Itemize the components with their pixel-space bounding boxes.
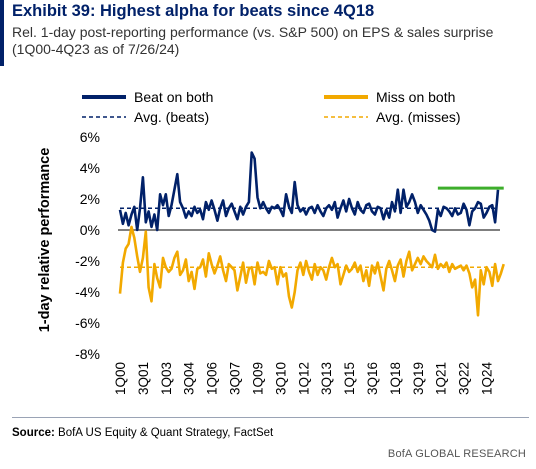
x-tick-label: 1Q24 [480, 362, 495, 396]
x-tick-label: 1Q03 [159, 362, 174, 395]
x-tick-label: 3Q04 [182, 362, 197, 396]
y-tick-label: -4% [75, 284, 100, 300]
y-tick-label: -2% [75, 253, 100, 269]
x-tick-label: 3Q01 [136, 362, 151, 395]
x-tick-label: 1Q18 [388, 362, 403, 395]
y-tick-label: 4% [80, 160, 100, 176]
x-tick-label: 1Q12 [296, 362, 311, 395]
x-tick-label: 1Q09 [251, 362, 266, 395]
y-tick-label: 0% [80, 222, 100, 238]
y-axis-ticks: 6% 4% 2% 0% -2% -4% -6% -8% [75, 129, 100, 362]
chart-legend: Beat on both Miss on both Avg. (beats) Avg.… [82, 89, 461, 125]
series-miss-on-both [118, 225, 505, 317]
page-title: Exhibit 39: Highest alpha for beats sinc… [12, 2, 375, 20]
x-tick-label: 3Q07 [228, 362, 243, 395]
x-axis-ticks: 1Q00 3Q01 1Q03 3Q04 1Q06 3Q07 1Q09 3Q10 1Q12 3Q13… [113, 362, 495, 396]
series-lines [118, 151, 505, 317]
x-tick-label: 1Q00 [113, 362, 128, 395]
legend-label-0: Beat on both [134, 89, 213, 105]
x-tick-label: 3Q22 [457, 362, 472, 395]
y-tick-label: -6% [75, 315, 100, 331]
x-tick-label: 1Q06 [205, 362, 220, 395]
brand-footer: BofA GLOBAL RESEARCH [387, 448, 526, 460]
x-tick-label: 3Q10 [273, 362, 288, 395]
y-axis-label: 1-day relative performance [37, 147, 53, 333]
y-tick-label: -8% [75, 346, 100, 362]
x-tick-label: 3Q19 [411, 362, 426, 395]
footer-divider [12, 417, 529, 418]
x-tick-label: 1Q15 [342, 362, 357, 395]
legend-label-1: Miss on both [376, 89, 455, 105]
x-tick-label: 3Q13 [319, 362, 334, 395]
source-text: BofA US Equity & Quant Strategy, FactSet [58, 427, 274, 439]
y-tick-label: 6% [80, 129, 100, 145]
x-tick-label: 1Q21 [434, 362, 449, 395]
source-label: Source: [12, 427, 55, 439]
chart-subtitle: Rel. 1-day post-reporting performance (v… [12, 24, 494, 57]
legend-label-3: Avg. (misses) [376, 109, 461, 125]
legend-label-2: Avg. (beats) [134, 109, 209, 125]
y-tick-label: 2% [80, 191, 100, 207]
title-accent-bar [0, 0, 4, 66]
chart-canvas: Beat on both Miss on both Avg. (beats) Avg.… [75, 89, 505, 396]
x-tick-label: 3Q16 [365, 362, 380, 395]
series-beat-on-both [118, 151, 500, 233]
source-note: Source: BofA US Equity & Quant Strategy,… [12, 427, 273, 439]
